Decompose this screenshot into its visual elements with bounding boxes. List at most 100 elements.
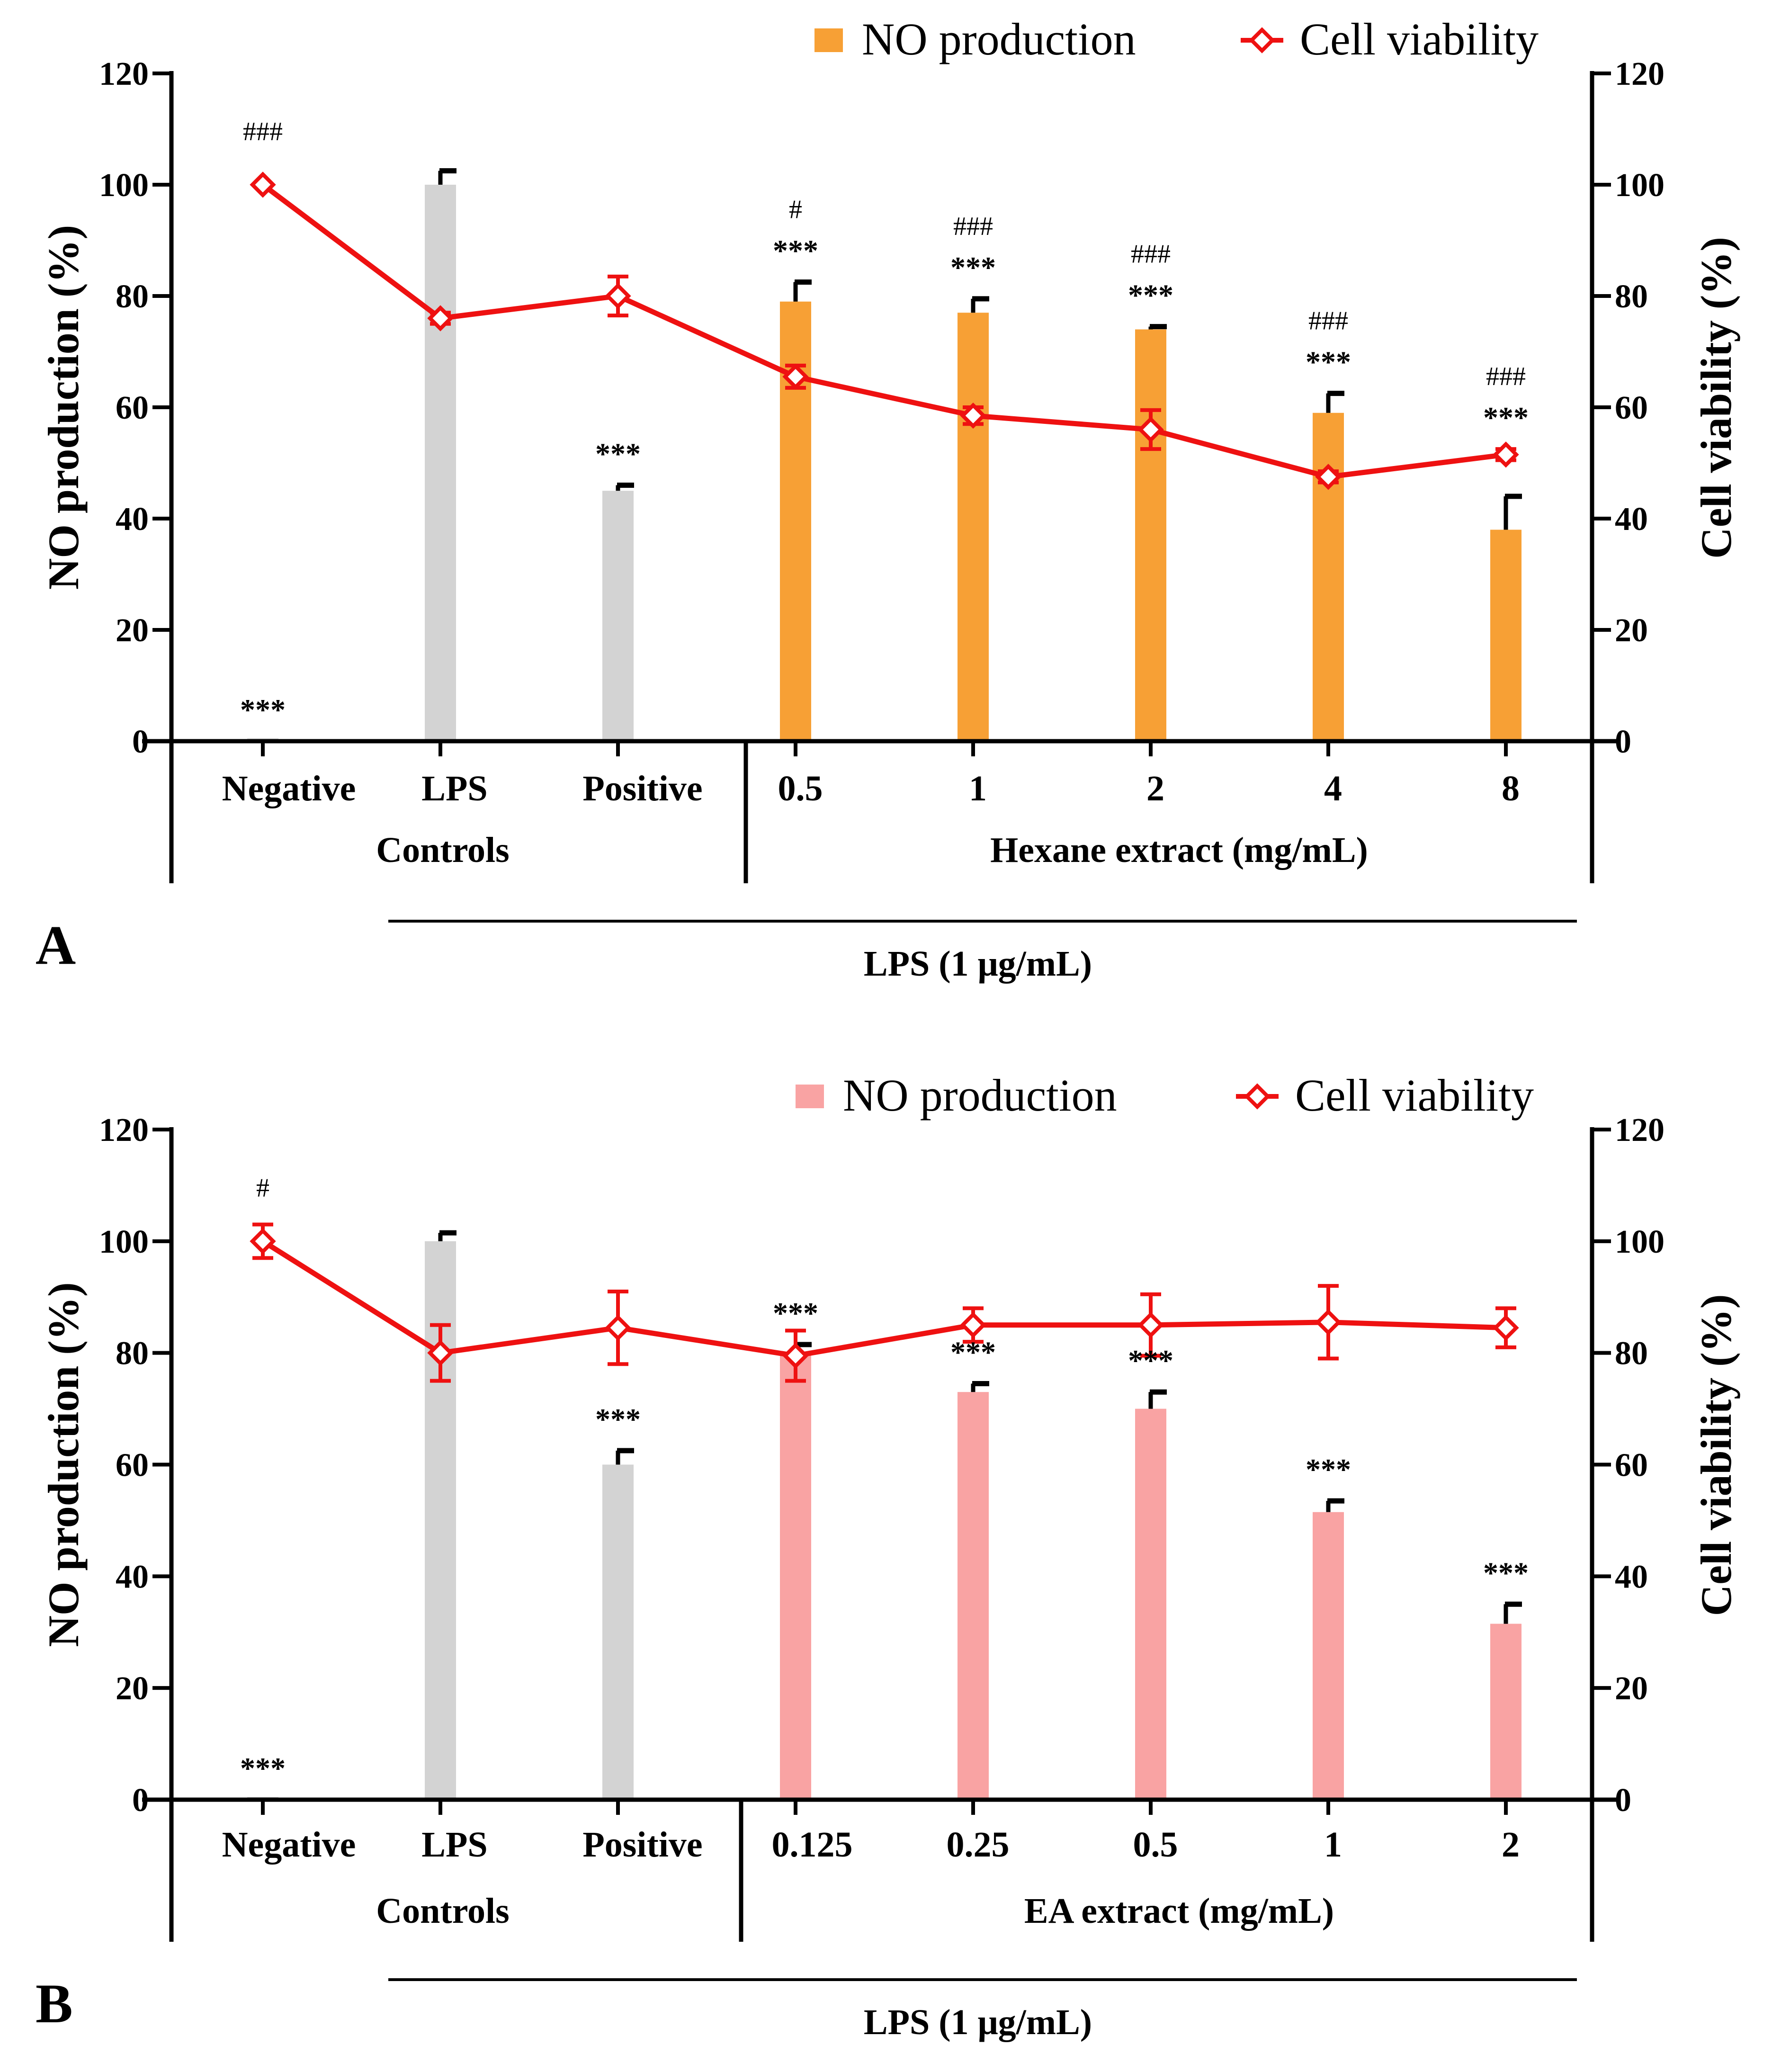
category-label: Negative xyxy=(222,1825,356,1865)
significance-stars: *** xyxy=(950,1336,996,1369)
category-label: 2 xyxy=(1502,1825,1520,1865)
panel-b: B 0 0 20 20 40 40 60 60 80 80 100 100 120 120 Negative L… xyxy=(36,1070,1740,2042)
bar-0.125 xyxy=(780,1353,811,1800)
category-label: Negative xyxy=(222,769,356,808)
viability-point xyxy=(960,1312,986,1338)
legend-bar-swatch xyxy=(796,1085,824,1108)
significance-hashes: ### xyxy=(1486,362,1526,391)
bar-lps xyxy=(425,185,456,741)
bar-0.25 xyxy=(958,1392,989,1800)
right-tick-label: 0 xyxy=(1615,724,1631,760)
legend-bar-label: NO production xyxy=(862,14,1136,64)
right-tick-label: 80 xyxy=(1615,1336,1648,1372)
right-tick-label: 0 xyxy=(1615,1782,1631,1819)
viability-point xyxy=(427,305,454,332)
bar-positive xyxy=(602,491,634,741)
left-tick-label: 20 xyxy=(116,612,149,649)
category-label: 8 xyxy=(1502,769,1520,808)
viability-point xyxy=(427,1340,454,1366)
significance-hashes: ### xyxy=(1131,240,1171,269)
bar-positive xyxy=(602,1464,634,1800)
category-label: LPS xyxy=(421,1825,487,1865)
left-tick-label: 40 xyxy=(116,1559,149,1595)
viability-point xyxy=(1493,441,1519,468)
significance-stars: *** xyxy=(1128,278,1173,312)
significance-stars: *** xyxy=(773,1296,818,1330)
legend-diamond-icon xyxy=(1249,27,1275,54)
viability-point xyxy=(1315,1309,1342,1336)
group-label: Controls xyxy=(376,830,510,870)
category-label: Positive xyxy=(582,1825,702,1865)
category-label: 2 xyxy=(1146,769,1164,808)
category-label: 0.5 xyxy=(778,769,823,808)
viability-point xyxy=(1137,1312,1164,1338)
significance-stars: *** xyxy=(1306,345,1351,379)
right-tick-label: 60 xyxy=(1615,1447,1648,1484)
viability-point xyxy=(1137,416,1164,443)
significance-stars: *** xyxy=(1306,1453,1351,1486)
viability-point xyxy=(250,1228,276,1255)
group-label: Controls xyxy=(376,1891,510,1931)
right-tick-label: 20 xyxy=(1615,1670,1648,1707)
panel-a: A 0 0 20 20 40 40 60 60 80 80 100 100 120 120 Negative L… xyxy=(36,14,1740,984)
treatment-label: LPS (1 μg/mL) xyxy=(864,944,1092,984)
left-tick-label: 0 xyxy=(132,724,149,760)
viability-point xyxy=(1493,1314,1519,1341)
legend-diamond-icon xyxy=(1244,1083,1271,1110)
left-tick-label: 60 xyxy=(116,1447,149,1484)
right-tick-label: 40 xyxy=(1615,1559,1648,1595)
category-label: 1 xyxy=(1324,1825,1342,1865)
left-tick-label: 120 xyxy=(99,1112,149,1148)
right-tick-label: 80 xyxy=(1615,278,1648,315)
significance-hashes: # xyxy=(789,195,802,224)
significance-stars: *** xyxy=(1483,401,1529,434)
bar-1 xyxy=(958,313,989,741)
bar-2 xyxy=(1490,1624,1521,1800)
viability-line xyxy=(261,1239,1506,1359)
category-label: 0.25 xyxy=(947,1825,1010,1865)
category-label: 4 xyxy=(1324,769,1342,808)
right-axis-title: Cell viability (%) xyxy=(1692,1294,1740,1616)
significance-stars: *** xyxy=(595,437,641,471)
left-tick-label: 100 xyxy=(99,167,149,204)
viability-point xyxy=(250,171,276,198)
significance-hashes: # xyxy=(256,1174,269,1203)
left-tick-label: 20 xyxy=(116,1670,149,1707)
significance-hashes: ### xyxy=(953,212,993,241)
legend-line-label: Cell viability xyxy=(1300,14,1539,64)
significance-stars: *** xyxy=(1128,1344,1173,1377)
treatment-label: LPS (1 μg/mL) xyxy=(864,2002,1092,2042)
right-tick-label: 60 xyxy=(1615,390,1648,426)
panel-label: A xyxy=(36,914,76,976)
left-tick-label: 80 xyxy=(116,1336,149,1372)
legend-bar-swatch xyxy=(814,28,843,52)
category-label: 1 xyxy=(969,769,987,808)
viability-point xyxy=(782,1342,809,1369)
viability-point xyxy=(1315,464,1342,490)
category-label: LPS xyxy=(421,769,487,808)
right-tick-label: 100 xyxy=(1615,167,1665,204)
left-axis-title: NO production (%) xyxy=(39,225,88,590)
bar-4 xyxy=(1313,413,1344,741)
category-label: Positive xyxy=(582,769,702,808)
right-tick-label: 40 xyxy=(1615,501,1648,538)
bar-2 xyxy=(1135,329,1166,741)
significance-hashes: ### xyxy=(243,117,283,146)
legend-line-label: Cell viability xyxy=(1295,1070,1534,1121)
legend-bar-label: NO production xyxy=(843,1070,1117,1121)
significance-stars: *** xyxy=(240,693,286,727)
left-tick-label: 60 xyxy=(116,390,149,426)
group-label: Hexane extract (mg/mL) xyxy=(990,830,1368,870)
viability-point xyxy=(782,363,809,390)
left-axis-title: NO production (%) xyxy=(39,1282,88,1647)
viability-point xyxy=(960,402,986,429)
viability-point xyxy=(605,283,631,309)
bar-1 xyxy=(1313,1512,1344,1800)
category-label: 0.5 xyxy=(1133,1825,1178,1865)
significance-stars: *** xyxy=(595,1402,641,1436)
group-label: EA extract (mg/mL) xyxy=(1024,1891,1334,1931)
right-tick-label: 120 xyxy=(1615,1112,1665,1148)
left-tick-label: 40 xyxy=(116,501,149,538)
category-label: 0.125 xyxy=(772,1825,853,1865)
